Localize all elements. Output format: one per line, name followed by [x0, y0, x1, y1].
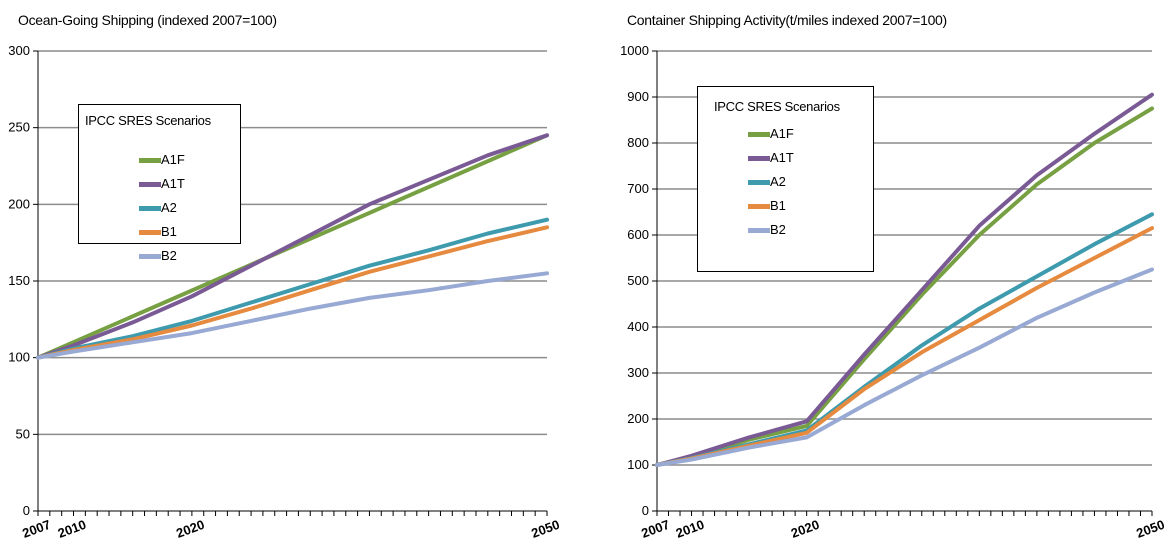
y-tick-label: 400 — [627, 319, 649, 334]
legend-swatch-b2 — [748, 228, 770, 233]
y-tick-label: 600 — [627, 227, 649, 242]
legend-label: B2 — [770, 222, 786, 237]
x-tick-label: 2020 — [174, 517, 206, 541]
y-tick-label: 100 — [627, 457, 649, 472]
x-tick-label: 2020 — [789, 517, 821, 541]
x-tick-label: 2050 — [529, 517, 561, 541]
x-tick-label: 2007 — [20, 517, 52, 541]
legend-label: B1 — [161, 224, 177, 239]
legend-label: A1T — [770, 150, 794, 165]
chart-title-container: Container Shipping Activity(t/miles inde… — [627, 12, 947, 28]
y-tick-label: 900 — [627, 89, 649, 104]
legend-swatch-b2 — [139, 254, 161, 259]
y-tick-label: 200 — [8, 196, 30, 211]
legend-swatch-a1t — [139, 182, 161, 187]
y-tick-label: 700 — [627, 181, 649, 196]
legend-title: IPCC SRES Scenarios — [85, 113, 211, 128]
y-tick-label: 300 — [8, 43, 30, 58]
legend-swatch-a2 — [139, 206, 161, 211]
y-tick-label: 300 — [627, 365, 649, 380]
chart-title-ocean: Ocean-Going Shipping (indexed 2007=100) — [18, 12, 277, 28]
legend-swatch-a2 — [748, 180, 770, 185]
legend-label: B1 — [770, 198, 786, 213]
legend-title: IPCC SRES Scenarios — [714, 99, 840, 114]
series-line-b2 — [36, 271, 549, 360]
series-line-a1t — [36, 133, 549, 360]
y-tick-label: 0 — [23, 503, 30, 518]
legend-ocean: IPCC SRES Scenarios A1F A1T A2 B1 B2 — [78, 104, 241, 263]
series-line-b2 — [655, 267, 1154, 467]
legend-swatch-a1t — [748, 156, 770, 161]
series-line-b1 — [36, 225, 549, 360]
series-line-a1f — [36, 133, 549, 360]
x-tick-label: 2007 — [639, 517, 671, 541]
y-tick-label: 150 — [8, 273, 30, 288]
series-line-a1t — [655, 92, 1154, 467]
legend-label: B2 — [161, 248, 177, 263]
legend-label: A1T — [161, 176, 185, 191]
x-tick-label: 2010 — [56, 517, 88, 541]
y-tick-label: 200 — [627, 411, 649, 426]
x-tick-label: 2010 — [674, 517, 706, 541]
legend-label: A1F — [161, 152, 185, 167]
legend-swatch-a1f — [748, 132, 770, 137]
y-tick-label: 250 — [8, 120, 30, 135]
legend-label: A2 — [161, 200, 177, 215]
y-tick-label: 100 — [8, 350, 30, 365]
y-tick-label: 500 — [627, 273, 649, 288]
legend-swatch-b1 — [139, 230, 161, 235]
legend-swatch-a1f — [139, 158, 161, 163]
legend-swatch-b1 — [748, 204, 770, 209]
y-tick-label: 1000 — [620, 43, 649, 58]
y-tick-label: 800 — [627, 135, 649, 150]
y-tick-label: 50 — [16, 426, 30, 441]
y-tick-label: 0 — [642, 503, 649, 518]
legend-container: IPCC SRES Scenarios A1F A1T A2 B1 B2 — [697, 86, 874, 272]
legend-label: A2 — [770, 174, 786, 189]
series-line-a2 — [36, 217, 549, 360]
x-tick-label: 2050 — [1134, 517, 1166, 541]
legend-label: A1F — [770, 126, 794, 141]
